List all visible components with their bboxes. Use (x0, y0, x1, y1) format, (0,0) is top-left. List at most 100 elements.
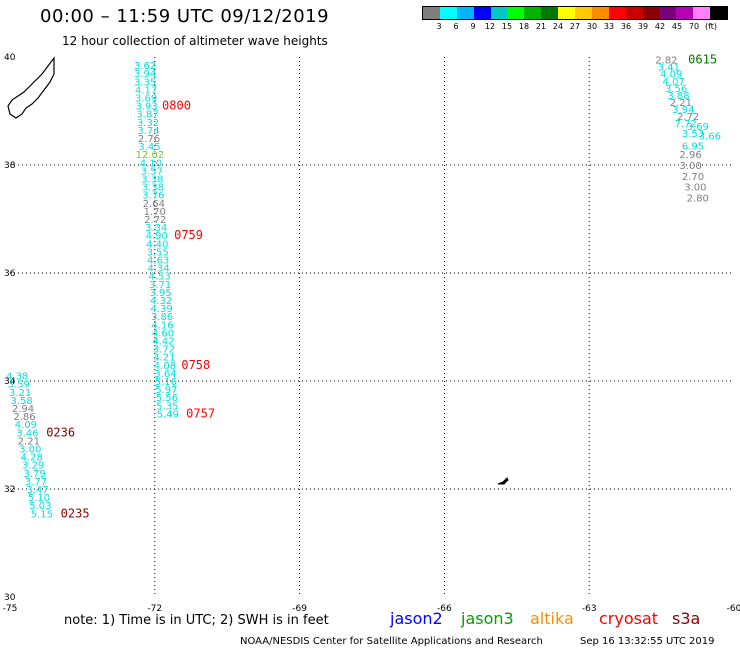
x-tick-label: -66 (437, 604, 452, 614)
swh-value: 3.45 (138, 142, 160, 153)
pass-time-label: 0758 (181, 358, 210, 372)
color-scale-label: 9 (470, 22, 476, 31)
y-tick-label: 40 (4, 53, 16, 63)
color-swatch (456, 7, 474, 19)
y-tick-label: 32 (4, 485, 15, 495)
pass-time-label: 0235 (61, 506, 90, 520)
swh-value: 4.42 (152, 337, 174, 348)
color-scale-label: 18 (518, 22, 530, 31)
swh-value: 4.17 (135, 85, 157, 96)
swh-value: 4.63 (147, 256, 169, 267)
swh-value: 2.96 (679, 150, 701, 161)
swh-value: 2.72 (144, 215, 166, 226)
swh-value: 4.90 (146, 231, 168, 242)
color-scale-label: 36 (620, 22, 632, 31)
swh-value: 3.69 (687, 122, 709, 133)
color-swatch (608, 7, 626, 19)
swh-value: 3.58 (10, 396, 32, 407)
swh-value: 3.69 (135, 94, 157, 105)
color-swatch (490, 7, 508, 19)
swh-value: 3.47 (26, 485, 48, 496)
swh-value: 7.72 (675, 119, 697, 130)
x-tick-label: -60 (727, 604, 740, 614)
swh-value: 3.32 (137, 118, 159, 129)
pass-time-label: 0759 (174, 228, 203, 242)
swh-value: 3.95 (149, 288, 171, 299)
color-scale-label: 27 (569, 22, 581, 31)
swh-value: 3.88 (667, 91, 689, 102)
swh-value: 3.94 (672, 105, 694, 116)
swh-value: 4.34 (148, 264, 170, 275)
color-swatch (710, 7, 728, 19)
swh-value: 3.00 (679, 161, 701, 172)
swh-value: 4.07 (663, 77, 685, 88)
swh-value: 3.59 (8, 380, 30, 391)
swh-value: 3.57 (141, 166, 163, 177)
swh-value: 3.35 (134, 77, 156, 88)
swh-value: 4.10 (140, 158, 162, 169)
color-scale-bar (422, 6, 728, 20)
swh-value: 5.15 (31, 509, 53, 520)
swh-value: 3.86 (151, 312, 173, 323)
swh-value: 4.09 (660, 70, 682, 81)
swh-value: 4.28 (21, 453, 43, 464)
color-scale-label: 24 (552, 22, 564, 31)
swh-value: 2.86 (13, 412, 35, 423)
color-scale-label: 15 (501, 22, 513, 31)
pass-time-label: 0615 (688, 53, 717, 67)
swh-value: 4.16 (151, 320, 173, 331)
swh-value: 2.80 (687, 193, 709, 204)
swh-value: 4.39 (150, 304, 172, 315)
color-swatch (575, 7, 592, 19)
satellite-legend-item: altika (530, 609, 574, 628)
color-scale-label: 12 (484, 22, 496, 31)
swh-value: 2.76 (138, 134, 160, 145)
credit-line: NOAA/NESDIS Center for Satellite Applica… (240, 636, 543, 647)
swh-value: 3.21 (9, 388, 31, 399)
swh-value: 3.00 (684, 183, 706, 194)
swh-value: 4.09 (15, 420, 37, 431)
swh-value: 4.08 (154, 361, 176, 372)
x-tick-label: -72 (147, 604, 162, 614)
color-swatch (558, 7, 576, 19)
swh-value: 5.97 (155, 385, 177, 396)
color-swatch (541, 7, 559, 19)
swh-value: 5.03 (29, 501, 51, 512)
color-scale-label: 70 (688, 22, 700, 31)
color-scale-label: 45 (671, 22, 683, 31)
island-mark (497, 477, 509, 485)
swh-value: 1.70 (144, 207, 166, 218)
swh-value: 2.70 (682, 172, 704, 183)
color-scale-label: (ft) (704, 22, 718, 31)
swh-value: 5.49 (157, 409, 179, 420)
swh-value: 2.64 (143, 199, 165, 210)
color-swatch (439, 7, 457, 19)
satellite-legend-item: jason3 (461, 609, 514, 628)
color-swatch (591, 7, 609, 19)
swh-value: 3.74 (137, 126, 159, 137)
swh-value: 3.77 (25, 477, 47, 488)
swh-value: 3.79 (23, 469, 45, 480)
swh-value: 3.62 (134, 61, 156, 72)
color-scale-label: 6 (453, 22, 459, 31)
swh-value: 2.72 (677, 112, 699, 123)
swh-value: 3.94 (134, 69, 156, 80)
color-swatch (642, 7, 660, 19)
swh-value: 3.93 (135, 102, 157, 113)
generated-timestamp: Sep 16 13:32:55 UTC 2019 (580, 636, 715, 647)
color-swatch (659, 7, 677, 19)
swh-value: 5.10 (28, 493, 50, 504)
color-swatch (524, 7, 542, 19)
swh-value: 2.94 (12, 404, 34, 415)
footnote: note: 1) Time is in UTC; 2) SWH is in fe… (64, 613, 329, 628)
swh-value: 3.46 (16, 428, 38, 439)
swh-value: 12.02 (136, 150, 165, 161)
satellite-legend-item: s3a (672, 609, 701, 628)
x-tick-label: -63 (582, 604, 597, 614)
color-scale-label: 21 (535, 22, 547, 31)
swh-value: 4.60 (152, 328, 174, 339)
satellite-legend-item: jason2 (390, 609, 443, 628)
color-swatch (473, 7, 491, 19)
x-tick-label: -69 (292, 604, 307, 614)
swh-value: 5.35 (156, 401, 178, 412)
